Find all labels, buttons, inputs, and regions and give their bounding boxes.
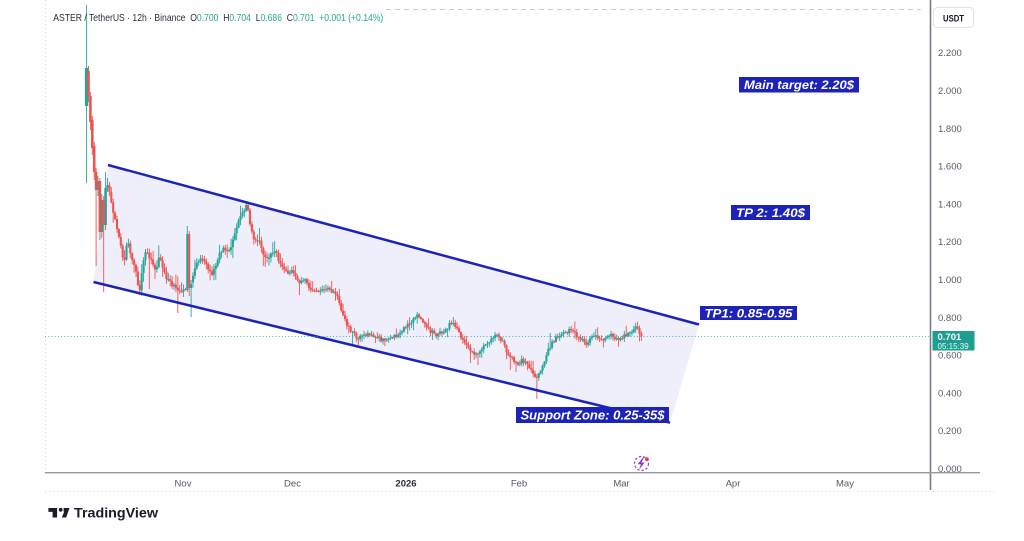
svg-text:Dec: Dec — [284, 479, 301, 490]
svg-text:0.400: 0.400 — [938, 388, 962, 399]
svg-text:0.600: 0.600 — [938, 351, 962, 362]
svg-text:TradingView: TradingView — [74, 506, 159, 521]
svg-text:Support Zone: 0.25-35$: Support Zone: 0.25-35$ — [521, 408, 666, 423]
svg-text:ASTER / TetherUS · 12h · Binan: ASTER / TetherUS · 12h · Binance O0.700 … — [53, 12, 383, 24]
svg-text:2026: 2026 — [395, 479, 416, 490]
svg-text:Main target: 2.20$: Main target: 2.20$ — [744, 78, 854, 92]
svg-text:0.800: 0.800 — [938, 313, 962, 324]
svg-text:0.000: 0.000 — [938, 464, 962, 475]
svg-text:0.701: 0.701 — [938, 332, 962, 343]
svg-text:Apr: Apr — [726, 479, 741, 490]
svg-text:May: May — [836, 479, 854, 490]
svg-text:Mar: Mar — [613, 479, 629, 490]
svg-text:Feb: Feb — [511, 479, 527, 490]
svg-text:05:15:39: 05:15:39 — [938, 342, 970, 351]
svg-text:2.200: 2.200 — [938, 48, 962, 59]
svg-text:2.000: 2.000 — [938, 86, 962, 97]
svg-text:1.400: 1.400 — [938, 199, 962, 210]
svg-text:1.000: 1.000 — [938, 275, 962, 286]
svg-text:1.600: 1.600 — [938, 162, 962, 173]
svg-text:Nov: Nov — [175, 479, 192, 490]
svg-text:0.200: 0.200 — [938, 426, 962, 437]
svg-text:TP1: 0.85-0.95: TP1: 0.85-0.95 — [705, 306, 793, 320]
svg-text:TP 2: 1.40$: TP 2: 1.40$ — [736, 206, 805, 220]
svg-text:1.200: 1.200 — [938, 237, 962, 248]
svg-text:1.800: 1.800 — [938, 124, 962, 135]
svg-text:USDT: USDT — [943, 14, 964, 25]
